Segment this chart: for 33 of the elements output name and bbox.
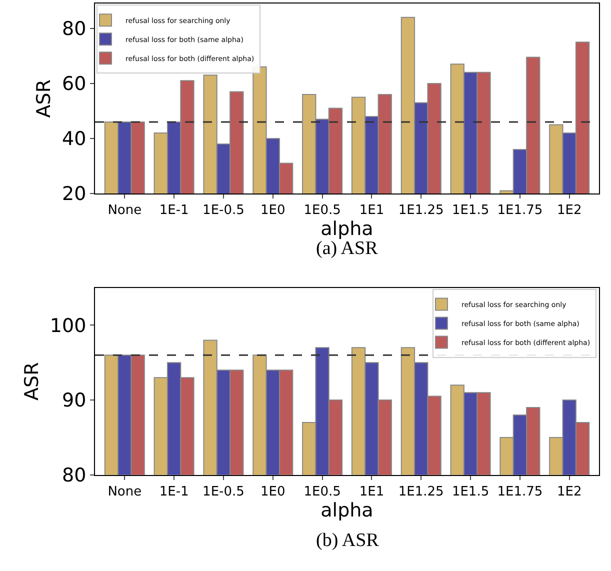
y-tick-label: 40 [62,128,86,150]
x-tick-label: 1E0.5 [304,203,341,218]
y-tick-label: 60 [62,73,86,96]
x-tick-label: 1E1.75 [497,203,543,218]
text: (b) ASR [316,530,380,551]
x-tick-label: 1E2 [556,203,582,218]
x-axis-title: alpha [320,499,374,522]
y-tick-label: 90 [62,390,86,412]
x-tick-label: 1E-0.5 [202,203,244,218]
x-tick-label: 1E-1 [159,484,189,500]
y-tick-label: 100 [50,314,86,337]
y-axis-title: ASR [32,79,55,118]
x-tick-label: 1E0 [260,484,286,500]
y-tick-label: 80 [62,464,86,487]
x-tick-label: 1E-0.5 [202,484,244,500]
x-tick-label: 1E1 [359,484,384,500]
text: (a) ASR [316,238,378,259]
x-tick-label: 1E0.5 [304,484,341,500]
y-axis-title: ASR [20,362,43,400]
x-tick-label: 1E1.25 [398,484,444,500]
x-tick-label: 1E1 [359,203,384,218]
y-tick-label: 80 [62,18,86,40]
x-tick-label: 1E1.5 [452,203,490,218]
x-tick-label: 1E1.25 [398,203,444,218]
x-tick-label: 1E1.5 [452,484,490,500]
y-tick-label: 20 [62,183,86,206]
x-tick-label: 1E1.75 [497,484,543,500]
x-tick-label: 1E0 [260,203,286,218]
x-tick-label: 1E2 [556,484,582,500]
x-tick-label: 1E-1 [159,203,189,218]
x-axis-title: alpha [320,218,374,240]
x-tick-label: None [108,484,142,500]
x-tick-label: None [108,203,142,218]
